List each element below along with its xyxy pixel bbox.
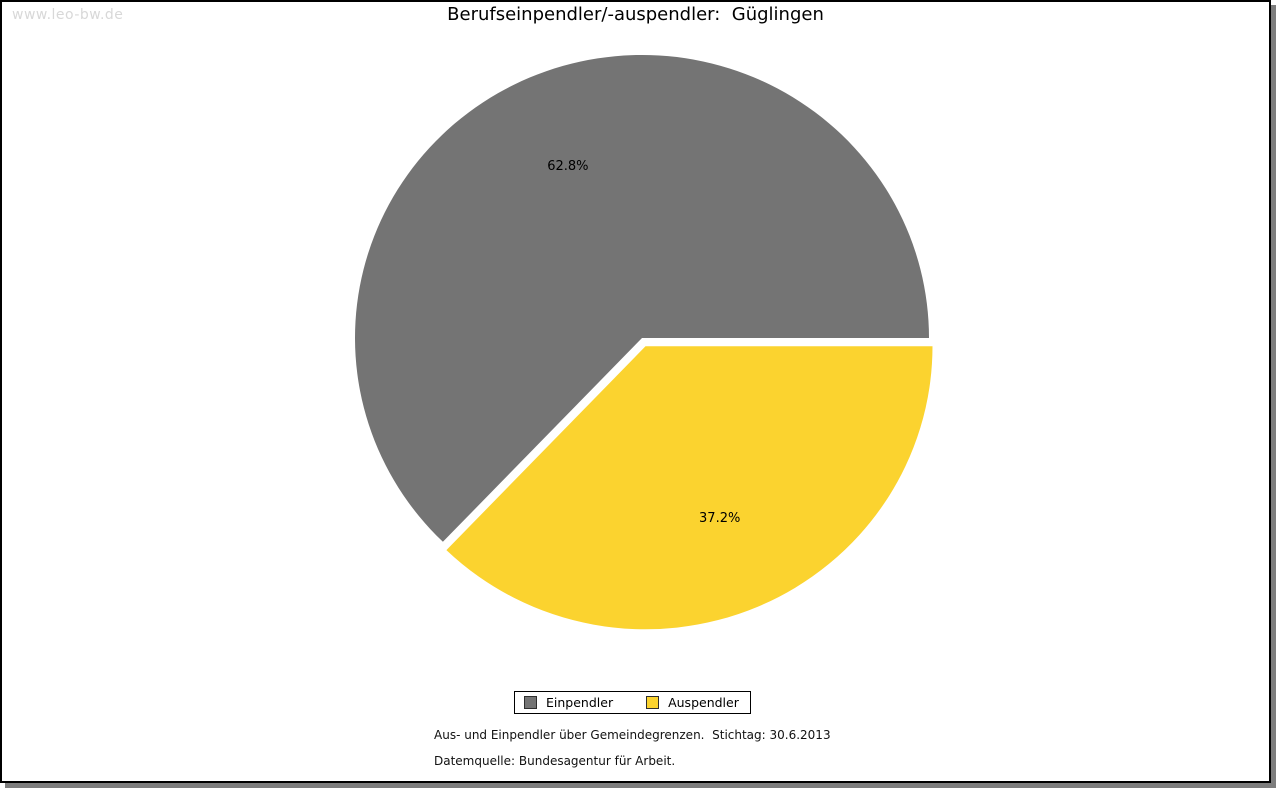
pie-slice-percent-label: 37.2% — [699, 511, 740, 526]
footnote-source-line1: Aus- und Einpendler über Gemeindegrenzen… — [434, 728, 831, 742]
legend-label-auspendler: Auspendler — [668, 695, 739, 710]
einpendler-swatch-icon — [524, 696, 537, 709]
legend-item-auspendler: Auspendler — [646, 695, 739, 710]
legend-label-einpendler: Einpendler — [546, 695, 614, 710]
pie-slice-auspendler — [446, 346, 933, 630]
footnote-source-line2: Datemquelle: Bundesagentur für Arbeit. — [434, 754, 676, 768]
watermark: www.leo-bw.de — [12, 7, 124, 23]
pie-slice-einpendler — [354, 54, 930, 542]
legend-box: Einpendler Auspendler — [514, 691, 751, 714]
chart-title: Berufseinpendler/-auspendler: Güglingen — [447, 4, 824, 25]
auspendler-swatch-icon — [646, 696, 660, 709]
legend-item-einpendler: Einpendler — [524, 695, 613, 710]
pie-slice-percent-label: 62.8% — [547, 159, 588, 174]
